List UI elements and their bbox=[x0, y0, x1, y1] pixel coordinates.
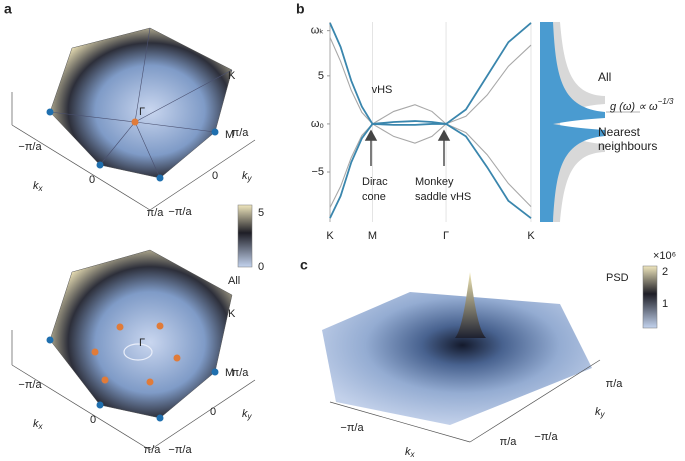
colorbar-tick: 1 bbox=[662, 298, 668, 310]
tick-label: 0 bbox=[89, 174, 95, 186]
axis-label-base: k bbox=[33, 418, 39, 430]
axis-label-sub: x bbox=[38, 422, 44, 431]
band-line bbox=[329, 37, 532, 125]
tick-label: π/a bbox=[232, 127, 250, 139]
surface-top bbox=[11, 27, 256, 211]
axis-label-base: k bbox=[242, 170, 248, 182]
axis-label: kx bbox=[33, 418, 44, 431]
tick-label: π/a bbox=[606, 378, 624, 390]
tick-label: −π/a bbox=[168, 206, 192, 218]
tick-label: −π/a bbox=[18, 141, 42, 153]
axis-label-base: k bbox=[595, 406, 601, 418]
x-tick-label: K bbox=[326, 230, 334, 242]
panel-label: c bbox=[300, 257, 308, 273]
tick-label: −π/a bbox=[168, 444, 192, 456]
axis-label: ky bbox=[242, 170, 253, 183]
point-label: M bbox=[225, 129, 234, 141]
colorbar-tick: 0 bbox=[258, 261, 264, 273]
y-tick-label: ωₖ bbox=[311, 25, 324, 37]
axis-label-sub: y bbox=[600, 410, 606, 419]
band-line bbox=[329, 123, 532, 208]
colorbar-tick: 2 bbox=[662, 266, 668, 278]
colorbar-tick: 5 bbox=[258, 207, 264, 219]
tick-label: π/a bbox=[500, 436, 518, 448]
tick-label: π/a bbox=[144, 444, 162, 456]
y-tick-label: ω₀ bbox=[311, 118, 324, 130]
colorbar bbox=[237, 204, 253, 268]
axis-label-sub: x bbox=[38, 184, 44, 193]
surface-bottom bbox=[11, 249, 256, 451]
dos-formula: g (ω) ∝ ω−1/3 bbox=[610, 97, 674, 113]
y-tick-label: −5 bbox=[311, 166, 324, 178]
panel-label: a bbox=[4, 1, 12, 17]
axis-label: kx bbox=[405, 446, 416, 459]
annotation: vHS bbox=[372, 84, 393, 96]
tick-label: 0 bbox=[210, 406, 216, 418]
tick-label: 0 bbox=[90, 414, 96, 426]
point-label: Γ bbox=[139, 106, 145, 118]
colorbar-title: PSD bbox=[606, 272, 629, 284]
band-line bbox=[329, 123, 532, 219]
axis-label-sub: y bbox=[247, 412, 253, 421]
axis-label-sub: y bbox=[247, 174, 253, 183]
axis-label: ky bbox=[242, 408, 253, 421]
arrows bbox=[364, 129, 451, 166]
colorbar-scale: ×10⁶ bbox=[653, 250, 676, 262]
psd-surface bbox=[322, 272, 601, 443]
colorbar-caption: All bbox=[228, 275, 240, 287]
legend-entry: Nearest neighbours bbox=[598, 125, 657, 153]
formula-base: g (ω) ∝ ω bbox=[610, 101, 658, 113]
tick-label: π/a bbox=[232, 367, 250, 379]
axis-label-base: k bbox=[405, 446, 411, 458]
annotation: saddle vHS bbox=[415, 191, 471, 203]
formula-exponent: −1/3 bbox=[658, 97, 674, 106]
point-label: M bbox=[225, 367, 234, 379]
legend-entry: All bbox=[598, 70, 611, 84]
axis-label-sub: x bbox=[410, 450, 416, 459]
tick-label: −π/a bbox=[534, 431, 558, 443]
colorbar bbox=[642, 265, 658, 329]
band-line bbox=[329, 22, 532, 125]
annotation: Monkey bbox=[415, 176, 454, 188]
panel-label: b bbox=[296, 1, 305, 17]
x-tick-label: K bbox=[527, 230, 535, 242]
tick-label: 0 bbox=[212, 170, 218, 182]
y-tick-label: 5 bbox=[318, 70, 324, 82]
x-tick-label: Γ bbox=[443, 230, 449, 242]
point-label: K bbox=[228, 70, 236, 82]
x-tick-label: M bbox=[368, 230, 377, 242]
dos-panel bbox=[540, 22, 640, 222]
axis-label-base: k bbox=[242, 408, 248, 420]
point-label: K bbox=[228, 308, 236, 320]
tick-label: −π/a bbox=[340, 422, 364, 434]
point-label: Γ bbox=[139, 337, 145, 349]
axis-label: ky bbox=[595, 406, 606, 419]
axis-label-base: k bbox=[33, 180, 39, 192]
axis-label: kx bbox=[33, 180, 44, 193]
tick-label: −π/a bbox=[18, 379, 42, 391]
band-plot: K M Γ Kωₖ 5 ω₀ −5 bbox=[311, 22, 535, 242]
annotation: cone bbox=[362, 191, 386, 203]
tick-label: π/a bbox=[147, 207, 165, 219]
annotation: Dirac bbox=[362, 176, 388, 188]
